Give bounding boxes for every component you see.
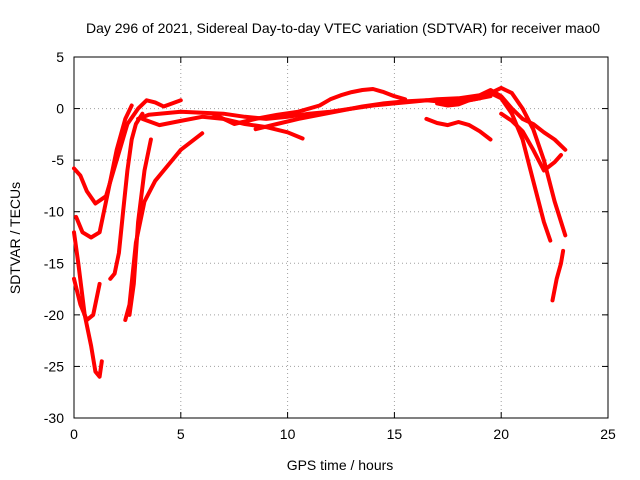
data-series bbox=[72, 85, 568, 379]
series-arc-7 bbox=[127, 137, 153, 317]
series-arc-10 bbox=[210, 87, 408, 126]
y-tick-label: -20 bbox=[44, 307, 64, 323]
y-tick-label: -30 bbox=[44, 410, 64, 426]
y-tick-label: 5 bbox=[56, 49, 64, 65]
series-arc-16 bbox=[550, 248, 566, 303]
y-tick-label: -15 bbox=[44, 255, 64, 271]
x-tick-label: 5 bbox=[177, 426, 185, 442]
chart-title: Day 296 of 2021, Sidereal Day-to-day VTE… bbox=[86, 20, 600, 36]
x-tick-label: 20 bbox=[493, 426, 509, 442]
x-tick-label: 25 bbox=[600, 426, 616, 442]
series-arc-1 bbox=[72, 230, 104, 379]
x-axis-label: GPS time / hours bbox=[287, 457, 394, 473]
series-arc-11 bbox=[253, 94, 493, 132]
series-arc-14 bbox=[477, 85, 568, 238]
x-axis-ticks: 0 5 10 15 20 25 bbox=[70, 57, 616, 442]
y-axis-label: SDTVAR / TECUs bbox=[7, 182, 23, 294]
series-arc-12 bbox=[424, 116, 493, 142]
series-arc-2 bbox=[72, 98, 183, 206]
y-tick-label: -5 bbox=[52, 152, 65, 168]
series-arc-15 bbox=[499, 111, 563, 173]
series-arc-13 bbox=[435, 91, 553, 243]
series-arc-5 bbox=[108, 111, 145, 281]
y-tick-label: -10 bbox=[44, 204, 64, 220]
y-axis-ticks: 5 0 -5 -10 -15 -20 -25 -30 bbox=[44, 49, 608, 426]
x-tick-label: 10 bbox=[280, 426, 296, 442]
series-arc-3 bbox=[74, 103, 134, 240]
y-tick-label: 0 bbox=[56, 101, 64, 117]
x-tick-label: 0 bbox=[70, 426, 78, 442]
y-tick-label: -25 bbox=[44, 358, 64, 374]
x-tick-label: 15 bbox=[387, 426, 403, 442]
series-arc-4 bbox=[72, 276, 102, 322]
